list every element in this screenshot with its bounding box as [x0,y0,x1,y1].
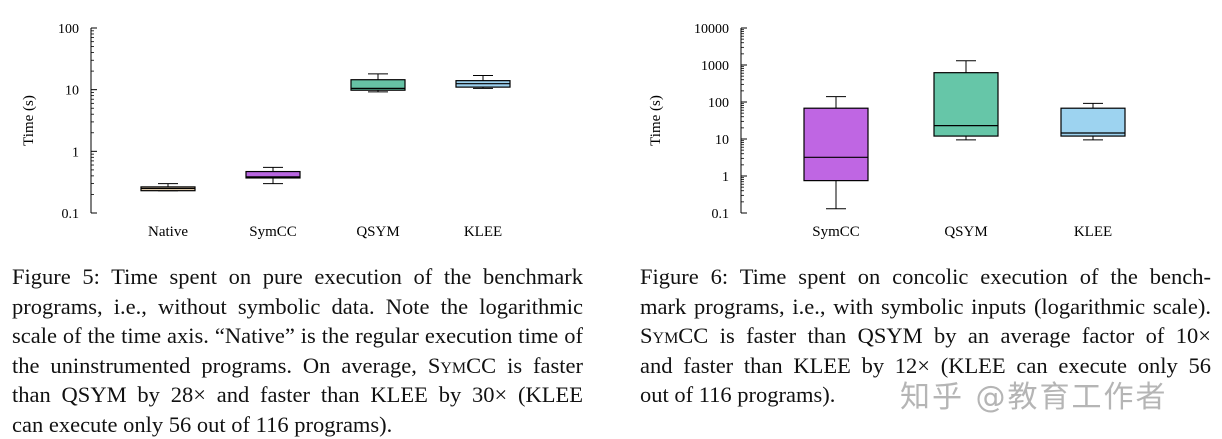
box-qsym [934,73,998,136]
caption-text: is faster than QSYM by an average factor… [708,323,1211,348]
y-tick-label: 10000 [694,22,729,37]
caption-line: Figure 6: Time spent on concolic executi… [640,262,1211,292]
symcc-name: SymCC [428,353,496,378]
y-tick-label: 100 [708,96,729,111]
caption-line: than QSYM by 28× and faster than KLEE by… [12,380,583,410]
x-tick-label: Native [148,224,188,240]
y-tick-label: 10 [715,133,729,148]
y-axis-label: Time (s) [648,95,664,146]
y-tick-label: 10 [65,84,79,99]
box-symcc [804,108,868,180]
y-tick-label: 100 [58,22,79,37]
caption-line: Figure 5: Time spent on pure execution o… [12,262,583,292]
watermark: 知乎 @教育工作者 [900,372,1168,416]
y-tick-label: 0.1 [712,207,730,222]
y-axis-label: Time (s) [21,95,37,146]
caption-line: the uninstrumented programs. On average,… [12,351,583,381]
y-tick-label: 0.1 [62,207,80,222]
caption-line: scale of the time axis. “Native” is the … [12,321,583,351]
symcc-name: SymCC [640,323,708,348]
y-tick-label: 1000 [701,59,729,74]
x-tick-label: SymCC [812,224,860,240]
caption-line: can execute only 56 out of 116 programs)… [12,410,583,439]
caption-line: SymCC is faster than QSYM by an average … [640,321,1211,351]
x-tick-label: KLEE [1074,224,1112,240]
x-tick-label: QSYM [944,224,987,240]
x-tick-label: KLEE [464,224,502,240]
caption-text: is faster [496,353,583,378]
figures: 0.1 1 10 100 Time (s) Native SymCC QSYM KLEE 0.1 1… [0,0,1222,260]
y-tick-label: 1 [722,170,729,185]
figure-5-caption: Figure 5: Time spent on pure execution o… [12,262,583,439]
y-tick-label: 1 [72,145,79,160]
caption-line: programs, i.e., without symbolic data. N… [12,292,583,322]
x-tick-label: SymCC [249,224,297,240]
caption-line: mark programs, i.e., with symbolic input… [640,292,1211,322]
x-tick-label: QSYM [356,224,399,240]
box-klee [1061,108,1125,136]
caption-text: the uninstrumented programs. On average, [12,353,428,378]
